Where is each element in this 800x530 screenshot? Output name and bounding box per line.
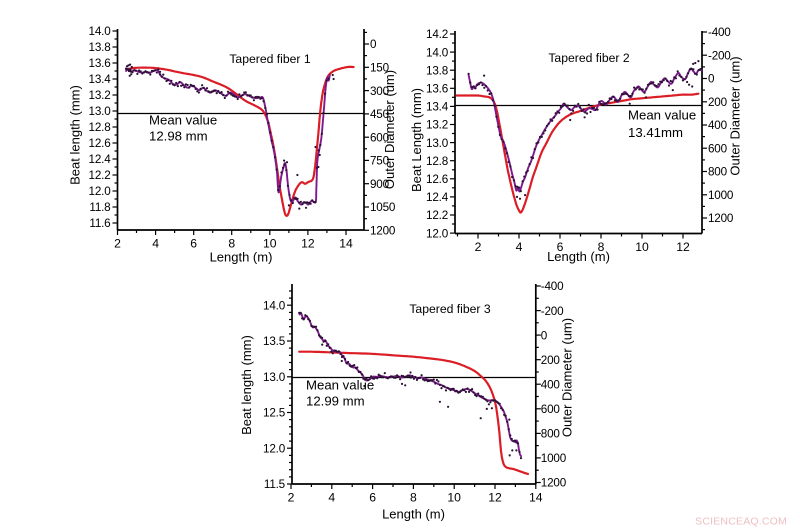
svg-text:400: 400 (708, 119, 728, 132)
svg-text:4: 4 (516, 240, 523, 254)
svg-text:Mean value: Mean value (306, 378, 374, 393)
svg-text:12.0: 12.0 (263, 442, 286, 455)
svg-text:13.0: 13.0 (89, 105, 112, 118)
svg-text:12.6: 12.6 (426, 173, 448, 186)
svg-text:14: 14 (339, 237, 353, 251)
svg-text:4: 4 (328, 491, 335, 505)
svg-text:13.4: 13.4 (89, 73, 112, 86)
svg-text:Mean value: Mean value (149, 113, 217, 128)
svg-text:13.0: 13.0 (263, 371, 286, 384)
svg-text:300: 300 (370, 85, 390, 98)
svg-text:-200: -200 (541, 305, 564, 318)
svg-text:14: 14 (529, 491, 543, 505)
svg-text:600: 600 (370, 131, 390, 144)
svg-text:Tapered fiber 2: Tapered fiber 2 (548, 51, 630, 65)
svg-text:13.6: 13.6 (426, 83, 448, 96)
svg-text:12.8: 12.8 (426, 155, 448, 168)
svg-text:12.2: 12.2 (89, 169, 111, 182)
svg-text:12.6: 12.6 (89, 137, 111, 150)
svg-text:12.8: 12.8 (89, 121, 111, 134)
svg-text:13.5: 13.5 (263, 335, 286, 348)
svg-text:800: 800 (708, 166, 728, 179)
svg-text:6: 6 (557, 240, 564, 254)
svg-text:Length (m): Length (m) (547, 249, 610, 264)
svg-text:600: 600 (708, 142, 728, 155)
svg-text:12.4: 12.4 (89, 153, 112, 166)
svg-text:150: 150 (370, 61, 390, 74)
svg-text:-400: -400 (708, 26, 731, 39)
svg-text:0: 0 (541, 329, 548, 342)
svg-text:2: 2 (288, 491, 295, 505)
svg-text:8: 8 (410, 491, 417, 505)
svg-text:13.6: 13.6 (89, 57, 111, 70)
svg-text:1000: 1000 (708, 189, 734, 202)
svg-text:2: 2 (475, 240, 482, 254)
svg-text:750: 750 (370, 155, 390, 168)
svg-text:1050: 1050 (370, 201, 396, 214)
svg-text:11.5: 11.5 (264, 478, 286, 491)
svg-text:6: 6 (369, 491, 376, 505)
svg-text:13.2: 13.2 (426, 119, 448, 132)
svg-text:900: 900 (370, 178, 390, 191)
svg-text:14.0: 14.0 (263, 299, 286, 312)
svg-text:13.8: 13.8 (426, 64, 448, 77)
svg-text:400: 400 (541, 378, 561, 391)
svg-text:200: 200 (541, 354, 561, 367)
svg-text:12: 12 (676, 240, 690, 254)
svg-text:12.4: 12.4 (426, 191, 449, 204)
svg-text:12.5: 12.5 (263, 407, 286, 420)
svg-text:11.8: 11.8 (89, 201, 110, 214)
svg-text:13.2: 13.2 (89, 89, 111, 102)
svg-text:Mean value: Mean value (628, 108, 696, 123)
svg-text:11.6: 11.6 (89, 217, 110, 230)
svg-text:13.41mm: 13.41mm (628, 125, 683, 140)
svg-text:Beat length (mm): Beat length (mm) (239, 335, 254, 435)
svg-text:1200: 1200 (541, 477, 567, 490)
svg-text:200: 200 (708, 96, 728, 109)
svg-text:6: 6 (190, 237, 197, 251)
svg-text:Outer Diameter (um): Outer Diameter (um) (382, 70, 397, 189)
svg-text:8: 8 (228, 237, 235, 251)
svg-text:12.99 mm: 12.99 mm (306, 394, 365, 409)
svg-text:10: 10 (635, 240, 649, 254)
svg-text:600: 600 (541, 403, 561, 416)
svg-text:SCIENCEAQ.COM: SCIENCEAQ.COM (695, 516, 787, 528)
svg-text:4: 4 (152, 237, 159, 251)
svg-text:10: 10 (263, 237, 277, 251)
svg-text:Outer Diameter (um): Outer Diameter (um) (728, 56, 743, 175)
svg-text:Length (m): Length (m) (210, 250, 273, 265)
svg-text:Length (m): Length (m) (382, 507, 445, 522)
svg-text:Outer Diameter (um): Outer Diameter (um) (560, 318, 575, 437)
svg-text:13.8: 13.8 (89, 41, 111, 54)
svg-text:14.2: 14.2 (426, 28, 448, 41)
svg-text:0: 0 (370, 38, 377, 51)
svg-text:Beat length (mm): Beat length (mm) (68, 85, 83, 185)
svg-text:2: 2 (114, 237, 121, 251)
svg-text:Beat Length (mm): Beat Length (mm) (409, 88, 424, 192)
svg-text:-400: -400 (541, 280, 564, 293)
svg-text:12: 12 (488, 491, 502, 505)
svg-text:800: 800 (541, 428, 561, 441)
svg-text:12.2: 12.2 (426, 209, 448, 222)
svg-text:Tapered fiber 1: Tapered fiber 1 (229, 52, 311, 66)
svg-text:Tapered fiber 3: Tapered fiber 3 (409, 302, 491, 316)
svg-text:10: 10 (447, 491, 461, 505)
svg-text:13.4: 13.4 (426, 101, 449, 114)
svg-text:12.0: 12.0 (89, 185, 112, 198)
svg-text:-200: -200 (708, 49, 731, 62)
svg-text:14.0: 14.0 (89, 25, 112, 38)
svg-text:14.0: 14.0 (426, 46, 449, 59)
svg-text:0: 0 (708, 73, 715, 86)
svg-text:1000: 1000 (541, 452, 567, 465)
svg-text:450: 450 (370, 108, 390, 121)
svg-text:12.98 mm: 12.98 mm (149, 129, 208, 144)
svg-text:1200: 1200 (370, 225, 396, 238)
svg-text:12: 12 (301, 237, 315, 251)
svg-text:12.0: 12.0 (426, 227, 449, 240)
svg-text:13.0: 13.0 (426, 137, 449, 150)
svg-text:8: 8 (598, 240, 605, 254)
svg-text:1200: 1200 (708, 212, 734, 225)
